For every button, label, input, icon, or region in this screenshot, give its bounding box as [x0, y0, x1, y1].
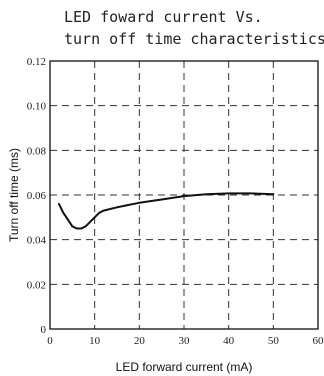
chart-title-line-2: turn off time characteristics — [64, 30, 324, 48]
x-tick-label: 60 — [313, 335, 324, 347]
y-tick-label: 0.04 — [27, 235, 47, 247]
y-axis-label: Turn off time (ms) — [7, 148, 21, 242]
tick-labels: 0 10 20 30 40 50 60 0 0.02 0.04 0.06 0.08 0.10 0.12 — [27, 56, 324, 347]
chart-title-line-1: LED foward current Vs. — [64, 8, 263, 26]
x-tick-label: 30 — [179, 335, 191, 347]
series-line — [57, 192, 275, 230]
x-tick-label: 50 — [268, 335, 280, 347]
y-tick-label: 0 — [41, 324, 47, 336]
y-tick-label: 0.08 — [27, 145, 47, 157]
y-tick-label: 0.12 — [27, 56, 46, 68]
x-tick-label: 10 — [89, 335, 101, 347]
x-tick-label: 40 — [223, 335, 235, 347]
plot-frame — [49, 60, 319, 330]
series-layer — [57, 192, 275, 230]
x-tick-label: 0 — [47, 335, 53, 347]
x-tick-label: 20 — [134, 335, 146, 347]
y-tick-label: 0.06 — [27, 190, 47, 202]
y-tick-label: 0.10 — [27, 101, 47, 113]
x-axis-label: LED forward current (mA) — [116, 360, 253, 374]
grid-lines — [50, 61, 318, 329]
y-tick-label: 0.02 — [27, 279, 46, 291]
